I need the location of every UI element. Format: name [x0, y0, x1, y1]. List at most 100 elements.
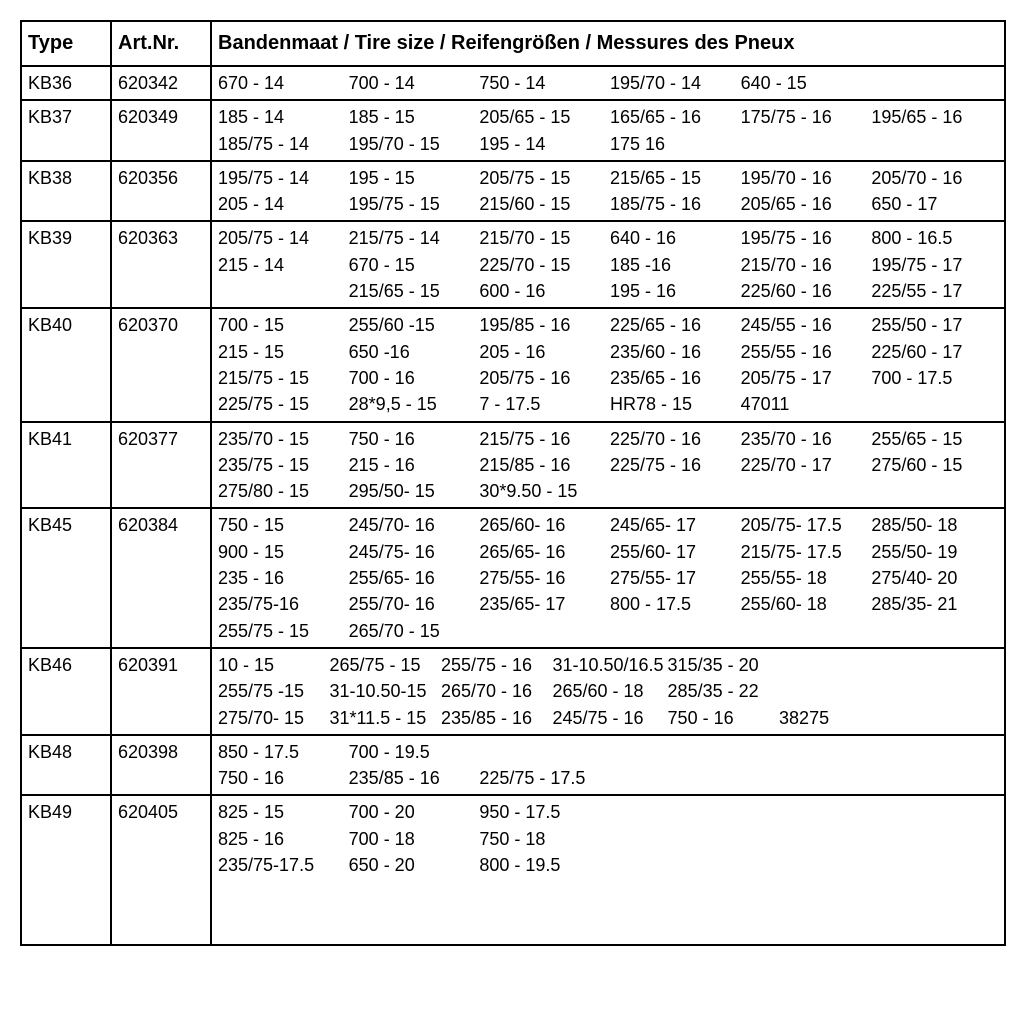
tire-size: 195/75 - 14: [218, 166, 345, 190]
table-row: KB4662039110 - 15265/75 - 15255/75 - 163…: [21, 648, 1005, 735]
tire-size: 225/75 - 15: [218, 392, 345, 416]
tire-size: 640 - 16: [610, 226, 737, 250]
tire-size: 700 - 19.5: [349, 740, 476, 764]
tire-size: [741, 479, 868, 503]
tire-size: 225/60 - 16: [741, 279, 868, 303]
tire-size: 205/75 - 14: [218, 226, 345, 250]
cell-type: KB46: [21, 648, 111, 735]
tire-size: 255/75 - 15: [218, 619, 345, 643]
tire-size: 195/75 - 17: [871, 253, 998, 277]
header-type: Type: [21, 21, 111, 66]
tire-size: 245/55 - 16: [741, 313, 868, 337]
tire-size: 205 - 14: [218, 192, 345, 216]
tire-size: [741, 827, 868, 851]
tire-size: 255/50 - 17: [871, 313, 998, 337]
tire-size: 175 16: [610, 132, 737, 156]
tire-size: 235/65 - 16: [610, 366, 737, 390]
tire-size: [610, 766, 737, 790]
tire-size: 255/65- 16: [349, 566, 476, 590]
tire-size: 205/70 - 16: [871, 166, 998, 190]
tire-size: 195/70 - 14: [610, 71, 737, 95]
cell-type: KB36: [21, 66, 111, 100]
cell-sizes: 850 - 17.5700 - 19.5 750 - 16235/85 - 16…: [211, 735, 1005, 796]
tire-size: 255/55- 18: [741, 566, 868, 590]
tire-size: [741, 740, 868, 764]
tire-size: [741, 853, 868, 877]
tire-size: 275/60 - 15: [871, 453, 998, 477]
cell-sizes: 10 - 15265/75 - 15255/75 - 1631-10.50/16…: [211, 648, 1005, 735]
tire-size: 825 - 15: [218, 800, 345, 824]
tire-size: [871, 853, 998, 877]
tire-size: 225/60 - 17: [871, 340, 998, 364]
header-art: Art.Nr.: [111, 21, 211, 66]
tire-size: 265/60- 16: [479, 513, 606, 537]
table-body: KB36620342670 - 14700 - 14750 - 14195/70…: [21, 66, 1005, 945]
table-row: KB37620349185 - 14185 - 15205/65 - 15165…: [21, 100, 1005, 161]
tire-size: 10 - 15: [218, 653, 325, 677]
tire-size: 235/65- 17: [479, 592, 606, 616]
cell-art: 620363: [111, 221, 211, 308]
cell-sizes: 750 - 15245/70- 16265/60- 16245/65- 1720…: [211, 508, 1005, 647]
tire-size: 670 - 15: [349, 253, 476, 277]
tire-size: 205/75 - 16: [479, 366, 606, 390]
tire-size: 295/50- 15: [349, 479, 476, 503]
tire-size: 600 - 16: [479, 279, 606, 303]
cell-type: KB48: [21, 735, 111, 796]
cell-art: 620349: [111, 100, 211, 161]
tire-size: 225/70 - 16: [610, 427, 737, 451]
tire-size: 750 - 18: [479, 827, 606, 851]
tire-size: [871, 71, 998, 95]
tire-size: 195/75 - 15: [349, 192, 476, 216]
table-row: KB39620363205/75 - 14215/75 - 14215/70 -…: [21, 221, 1005, 308]
tire-size: 275/80 - 15: [218, 479, 345, 503]
tire-size: 195 - 16: [610, 279, 737, 303]
cell-sizes: 825 - 15700 - 20950 - 17.5 825 - 16700 -…: [211, 795, 1005, 945]
header-sizes: Bandenmaat / Tire size / Reifengrößen / …: [211, 21, 1005, 66]
tire-size: 800 - 19.5: [479, 853, 606, 877]
tire-size: 275/55- 16: [479, 566, 606, 590]
cell-type: KB45: [21, 508, 111, 647]
tire-size: [741, 800, 868, 824]
tire-size: 215/60 - 15: [479, 192, 606, 216]
cell-type: KB49: [21, 795, 111, 945]
tire-size: 215/70 - 16: [741, 253, 868, 277]
tire-size: 185 - 14: [218, 105, 345, 129]
tire-size: 215/75 - 14: [349, 226, 476, 250]
tire-size: 650 - 20: [349, 853, 476, 877]
tire-size: 700 - 14: [349, 71, 476, 95]
cell-art: 620356: [111, 161, 211, 222]
tire-size: 640 - 15: [741, 71, 868, 95]
tire-size: 850 - 17.5: [218, 740, 345, 764]
tire-size: 245/65- 17: [610, 513, 737, 537]
table-row: KB36620342670 - 14700 - 14750 - 14195/70…: [21, 66, 1005, 100]
tire-size: 255/55 - 16: [741, 340, 868, 364]
tire-size: 650 - 17: [871, 192, 998, 216]
tire-size: [779, 679, 886, 703]
tire-size: 235 - 16: [218, 566, 345, 590]
tire-size: 285/50- 18: [871, 513, 998, 537]
tire-size: [218, 279, 345, 303]
tire-size: 225/70 - 17: [741, 453, 868, 477]
tire-size: 900 - 15: [218, 540, 345, 564]
tire-size: 700 - 20: [349, 800, 476, 824]
tire-size: 245/75- 16: [349, 540, 476, 564]
table-row: KB48620398850 - 17.5700 - 19.5 750 - 162…: [21, 735, 1005, 796]
tire-size: 205/75- 17.5: [741, 513, 868, 537]
cell-art: 620398: [111, 735, 211, 796]
tire-size: 215/75 - 16: [479, 427, 606, 451]
tire-size: 195/70 - 15: [349, 132, 476, 156]
tire-size: [741, 132, 868, 156]
tire-size: 255/50- 19: [871, 540, 998, 564]
cell-sizes: 235/70 - 15750 - 16215/75 - 16225/70 - 1…: [211, 422, 1005, 509]
tire-size: [891, 653, 998, 677]
tire-size: 265/70 - 15: [349, 619, 476, 643]
tire-size: 255/60 -15: [349, 313, 476, 337]
tire-size: 235/75 - 15: [218, 453, 345, 477]
tire-size: 255/60- 18: [741, 592, 868, 616]
tire-size: 225/65 - 16: [610, 313, 737, 337]
tire-size: 700 - 16: [349, 366, 476, 390]
tire-size: 750 - 16: [349, 427, 476, 451]
tire-size: [871, 392, 998, 416]
cell-art: 620405: [111, 795, 211, 945]
tire-size: 245/75 - 16: [552, 706, 663, 730]
